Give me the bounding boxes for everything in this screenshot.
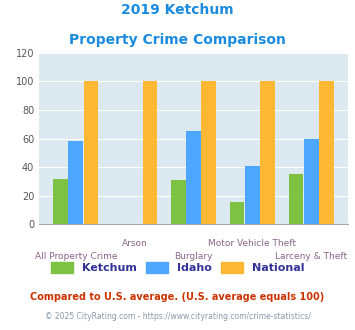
Text: All Property Crime: All Property Crime xyxy=(34,252,117,261)
Bar xyxy=(230,202,244,224)
Text: © 2025 CityRating.com - https://www.cityrating.com/crime-statistics/: © 2025 CityRating.com - https://www.city… xyxy=(45,312,310,321)
Bar xyxy=(289,174,303,224)
Bar xyxy=(69,142,83,224)
Text: 2019 Ketchum: 2019 Ketchum xyxy=(121,3,234,17)
Bar xyxy=(260,82,275,224)
Bar xyxy=(186,131,201,224)
Bar xyxy=(201,82,216,224)
Text: Burglary: Burglary xyxy=(174,252,213,261)
Bar xyxy=(304,139,318,224)
Text: Motor Vehicle Theft: Motor Vehicle Theft xyxy=(208,239,296,248)
Bar xyxy=(245,166,260,224)
Bar xyxy=(53,179,68,224)
Bar xyxy=(143,82,157,224)
Bar xyxy=(319,82,334,224)
Bar xyxy=(84,82,98,224)
Text: Compared to U.S. average. (U.S. average equals 100): Compared to U.S. average. (U.S. average … xyxy=(31,292,324,302)
Text: Property Crime Comparison: Property Crime Comparison xyxy=(69,33,286,47)
Bar xyxy=(171,180,186,224)
Text: Arson: Arson xyxy=(122,239,147,248)
Legend: Ketchum, Idaho, National: Ketchum, Idaho, National xyxy=(51,262,304,273)
Text: Larceny & Theft: Larceny & Theft xyxy=(275,252,347,261)
